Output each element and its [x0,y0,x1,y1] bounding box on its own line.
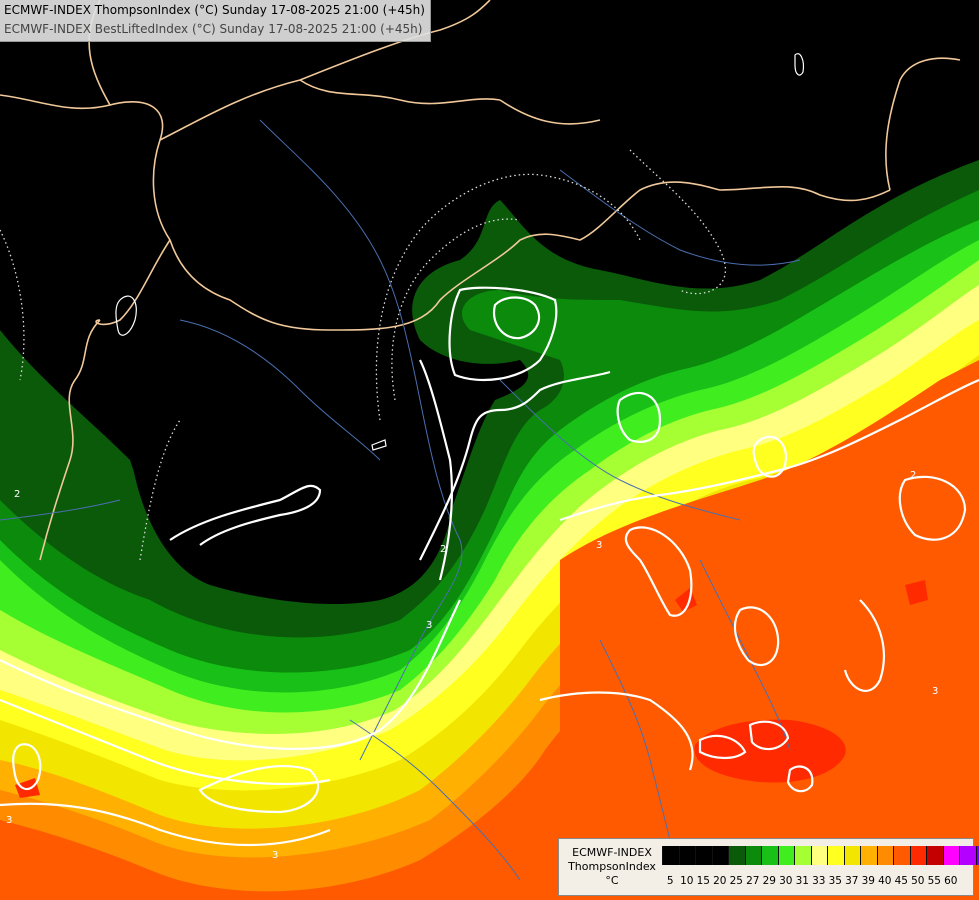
legend-swatch [711,846,728,865]
contour-label: 3 [6,815,12,826]
legend-swatch [860,846,877,865]
dark-pocket [128,328,450,605]
legend-tick-label: 35 [828,875,842,887]
legend-tick-label: 50 [911,875,925,887]
legend-tick-label: 30 [779,875,793,887]
national-borders [0,0,961,561]
legend-swatch [942,846,959,865]
legend-swatch [827,846,844,865]
contour-label: 3 [272,850,278,861]
legend-tick-label: 27 [746,875,760,887]
legend-swatch [761,846,778,865]
hotspot-red-3 [905,580,928,605]
legend-swatch [794,846,811,865]
legend-swatch [909,846,926,865]
color-legend: ECMWF-INDEX ThompsonIndex °C 5 10 15 20 25 27… [558,838,979,896]
legend-swatch [662,846,679,865]
legend-tick-label: 5 [666,875,674,887]
hotspot-red-1 [694,719,846,783]
legend-swatches [662,846,979,865]
legend-swatch [695,846,712,865]
contour-label: 3 [932,686,938,697]
legend-tick-label: 10 [680,875,694,887]
legend-swatch [678,846,695,865]
legend-source: ECMWF-INDEX [572,846,652,859]
legend-tick-label: 29 [762,875,776,887]
legend-swatch [744,846,761,865]
dotted-contours [0,149,727,561]
legend-unit: °C [605,874,619,887]
legend-tick-label: 60 [944,875,958,887]
title-line-thompson: ECMWF-INDEX ThompsonIndex (°C) Sunday 17… [4,3,425,17]
legend-tick-label: 15 [696,875,710,887]
legend-tick-label: 55 [927,875,941,887]
rivers [0,119,801,881]
legend-swatch [843,846,860,865]
legend-swatch [926,846,943,865]
contour-label: 2 [910,470,916,481]
contour-label: 2 [14,489,20,500]
legend-swatch [810,846,827,865]
legend-swatch [728,846,745,865]
contour-labels: 2 2 2 3 3 3 3 3 [6,470,938,861]
contour-label: 3 [426,620,432,631]
lifted-index-contours [0,286,979,847]
legend-tick-label: 37 [845,875,859,887]
legend-label: ECMWF-INDEX ThompsonIndex °C [563,846,661,888]
legend-parameter: ThompsonIndex [568,860,656,873]
lake-outlines [115,53,805,451]
legend-swatch [959,846,976,865]
band-red-orange-east [560,360,979,820]
legend-tick-label: 40 [878,875,892,887]
legend-tick-label: 31 [795,875,809,887]
legend-tick-label: 25 [729,875,743,887]
legend-tick-label: 45 [894,875,908,887]
legend-swatch [777,846,794,865]
legend-tick-label: 20 [713,875,727,887]
map-title-box: ECMWF-INDEX ThompsonIndex (°C) Sunday 17… [0,0,431,42]
contour-label: 2 [440,544,446,555]
legend-swatch [893,846,910,865]
legend-swatch [975,846,979,865]
legend-tick-label: 39 [861,875,875,887]
legend-swatch [876,846,893,865]
title-line-lifted: ECMWF-INDEX BestLiftedIndex (°C) Sunday … [4,22,423,36]
contour-label: 3 [596,540,602,551]
legend-tick-label: 33 [812,875,826,887]
legend-ticks: 5 10 15 20 25 27 29 30 31 33 35 37 39 40 45 50 55 60 [662,875,959,887]
